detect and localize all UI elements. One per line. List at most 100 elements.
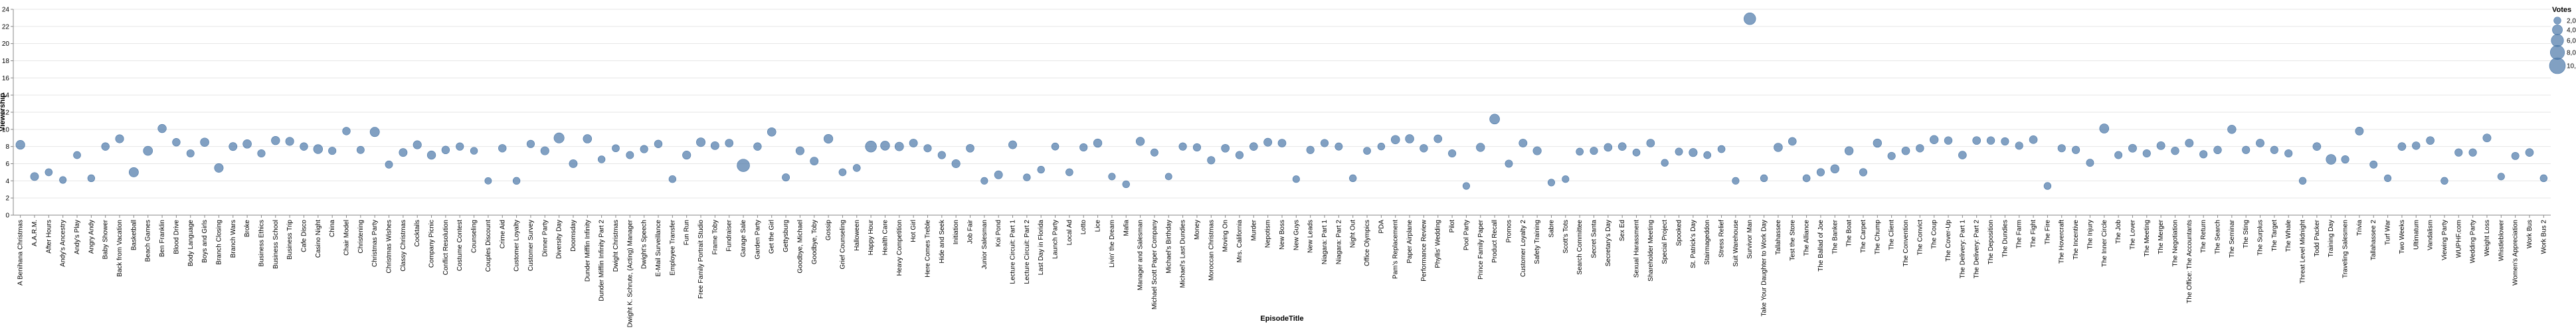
data-point xyxy=(795,146,804,155)
x-tick-label: Couples Discount xyxy=(485,220,492,272)
data-point xyxy=(737,159,750,172)
data-point xyxy=(1958,151,1967,159)
x-tick-label: Christmas Party xyxy=(371,220,379,267)
data-point xyxy=(2270,145,2278,154)
data-point xyxy=(2384,174,2392,182)
x-tick-label: The Convention xyxy=(1902,220,1910,267)
x-tick-label: The Cover-Up xyxy=(1945,220,1952,262)
x-tick-label: Get the Girl xyxy=(769,220,776,254)
data-point xyxy=(2072,145,2080,154)
y-gridlines xyxy=(13,9,2551,216)
x-tick-label: Traveling Salesmen xyxy=(2342,220,2349,278)
data-point xyxy=(612,144,620,153)
x-tick-label: The Deposition xyxy=(1987,220,1995,264)
data-point xyxy=(1221,143,1230,153)
data-point xyxy=(1604,143,1613,152)
x-tick-label: Branch Closing xyxy=(215,220,223,265)
data-point xyxy=(1744,13,1756,25)
x-tick-label: The Inner Circle xyxy=(2101,220,2108,268)
data-point xyxy=(838,168,847,177)
x-tick-label: Women's Appreciation xyxy=(2512,220,2520,286)
data-point xyxy=(553,132,565,143)
x-tick-label: Christmas Wishes xyxy=(386,220,393,274)
x-tick-label: Michael's Last Dundies xyxy=(1180,220,1187,288)
x-tick-label: Tallahassee 2 xyxy=(2370,220,2377,261)
x-tick-label: Lecture Circuit: Part 1 xyxy=(1010,220,1017,284)
data-point xyxy=(1065,168,1073,177)
data-point xyxy=(1675,147,1683,156)
data-point xyxy=(1689,148,1698,157)
data-point xyxy=(1661,159,1669,167)
votes-legend: Votes 2,000 4,000 6,000 8,000 10,000 xyxy=(2549,6,2576,74)
y-tick-label: 8 xyxy=(5,143,9,151)
data-point xyxy=(143,145,153,156)
x-tick-label: Promos xyxy=(1505,220,1513,242)
data-point xyxy=(257,149,266,158)
x-tick-label: New Leads xyxy=(1307,220,1315,253)
x-tick-label: The Incentive xyxy=(2072,220,2080,260)
data-point xyxy=(87,174,96,183)
data-point xyxy=(1617,142,1627,151)
data-point xyxy=(356,145,365,154)
data-point xyxy=(1802,174,1811,183)
x-axis-ticks: A Benihana Christmas A.A.R.M. After Hours A… xyxy=(17,215,2547,327)
x-tick-label: The Coup xyxy=(1931,220,1938,249)
x-tick-label: Job Fair xyxy=(967,219,974,244)
x-tick-label: Business Trip xyxy=(286,220,294,260)
x-tick-label: The Sting xyxy=(2243,220,2250,248)
data-point xyxy=(229,142,238,151)
x-tick-label: Classy Christmas xyxy=(400,220,407,272)
y-tick-label: 6 xyxy=(5,161,9,168)
data-point xyxy=(2511,151,2520,160)
data-point xyxy=(1887,151,1896,160)
data-point xyxy=(1632,148,1641,157)
x-tick-label: Training Day xyxy=(2328,220,2335,257)
x-tick-label: Grief Counseling xyxy=(839,220,846,269)
data-point xyxy=(498,144,507,153)
data-point xyxy=(583,134,593,143)
data-point xyxy=(300,142,308,151)
x-tick-label: Mafia xyxy=(1123,220,1130,236)
data-point xyxy=(526,139,535,148)
x-tick-label: Frame Toby xyxy=(711,220,719,255)
x-tick-label: Customer Loyalty 2 xyxy=(1520,220,1527,278)
x-tick-label: The Seminar xyxy=(2229,219,2236,258)
x-tick-label: Threat Level Midnight xyxy=(2300,220,2307,284)
x-tick-label: Business School xyxy=(272,220,280,269)
x-tick-label: Chair Model xyxy=(343,220,351,256)
x-tick-label: Viewing Party xyxy=(2441,220,2448,260)
x-tick-label: Wedding Party xyxy=(2470,220,2477,263)
y-tick-label: 24 xyxy=(2,7,10,14)
x-tick-label: Office Olympics xyxy=(1364,220,1371,266)
x-tick-label: Special Project xyxy=(1661,220,1669,264)
data-point xyxy=(710,141,719,150)
x-tick-label: Work Bus 2 xyxy=(2540,220,2547,254)
data-point xyxy=(1405,134,1414,143)
x-tick-label: Ben Franklin xyxy=(159,220,166,257)
data-point xyxy=(285,137,294,146)
x-tick-label: The Convict xyxy=(1916,220,1924,256)
data-point xyxy=(2412,141,2421,150)
x-tick-label: Local Ad xyxy=(1066,220,1073,245)
y-tick-label: 14 xyxy=(2,92,10,100)
data-point xyxy=(2426,136,2435,145)
x-tick-label: Koi Pond xyxy=(995,220,1002,247)
x-tick-label: The Negotiation xyxy=(2171,220,2179,267)
data-point xyxy=(1349,174,1357,183)
x-tick-label: Business Ethics xyxy=(258,220,265,267)
legend-label: 8,000 xyxy=(2567,50,2576,57)
x-tick-label: Pam's Replacement xyxy=(1392,220,1400,279)
data-point xyxy=(2171,146,2179,155)
x-tick-label: The Return xyxy=(2200,220,2207,253)
data-point xyxy=(2326,154,2337,165)
data-point xyxy=(1122,180,1130,189)
x-tick-label: The Surplus xyxy=(2257,220,2264,256)
x-tick-label: Search Committee xyxy=(1576,220,1584,275)
data-point xyxy=(1830,164,1839,173)
y-tick-label: 18 xyxy=(2,58,10,65)
data-point xyxy=(115,134,124,143)
x-tick-label: Lotto xyxy=(1080,220,1087,235)
data-point xyxy=(1377,142,1386,151)
x-tick-label: The Hovercraft xyxy=(2059,220,2066,264)
data-point xyxy=(59,176,67,184)
